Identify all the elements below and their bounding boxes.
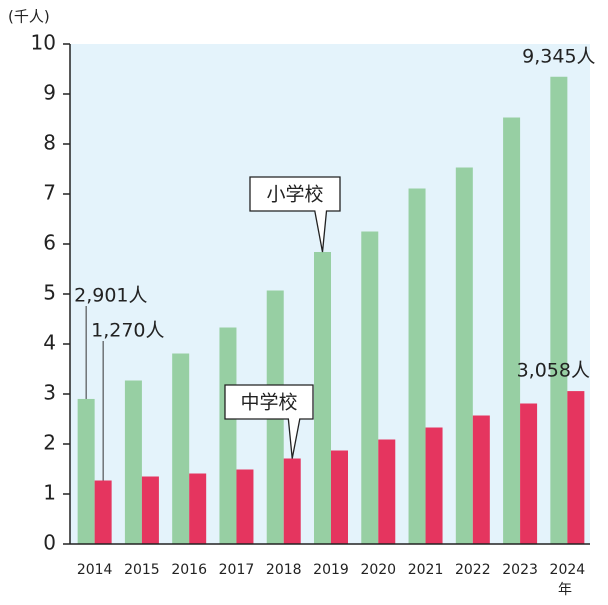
series-label: 小学校 [266,184,323,206]
bar [124,380,142,544]
bar [503,117,521,544]
data-label: 1,270人 [91,320,164,342]
bar [425,427,443,544]
bar [219,327,237,544]
callout-box [224,384,314,459]
x-tick-label: 2022 [455,562,491,578]
x-tick-label: 2020 [360,562,396,578]
x-tick-label: 2023 [502,562,538,578]
bar [331,450,348,544]
x-tick-label: 2014 [77,562,113,578]
x-axis-label: 年 [558,582,572,598]
y-tick-label: 10 [31,31,56,55]
y-tick-label: 2 [43,431,56,455]
series-label: 中学校 [240,392,297,414]
x-tick-label: 2021 [408,562,444,578]
y-tick-label: 4 [43,331,56,355]
y-tick-label: 9 [43,81,56,105]
x-tick-label: 2016 [171,562,207,578]
y-tick-label: 8 [43,131,56,155]
bar [189,473,207,544]
bar [378,439,396,544]
x-tick-label: 2024 [550,562,586,578]
y-axis-label: (千人) [8,8,50,26]
bar [141,476,159,544]
bar [455,167,473,544]
y-tick-label: 7 [43,181,56,205]
y-tick-label: 3 [43,381,56,405]
bar [236,469,254,544]
bar [314,252,331,544]
data-label: 3,058人 [517,360,590,382]
bar [283,458,301,544]
y-tick-label: 5 [43,281,56,305]
x-tick-label: 2018 [266,562,302,578]
y-tick-label: 1 [43,481,56,505]
bar [361,231,379,544]
callout-box [249,176,341,253]
x-tick-label: 2015 [124,562,160,578]
bar [408,188,426,544]
bar [520,403,538,544]
x-tick-label: 2017 [219,562,255,578]
x-tick-label: 2019 [313,562,349,578]
bar [172,353,190,544]
y-tick-label: 6 [43,231,56,255]
data-label: 9,345人 [522,45,595,67]
bar [94,480,112,544]
bar [567,391,585,544]
bar [77,398,95,544]
bar [550,76,568,544]
data-label: 2,901人 [74,285,147,307]
bar [472,415,490,544]
y-tick-label: 0 [43,531,56,555]
